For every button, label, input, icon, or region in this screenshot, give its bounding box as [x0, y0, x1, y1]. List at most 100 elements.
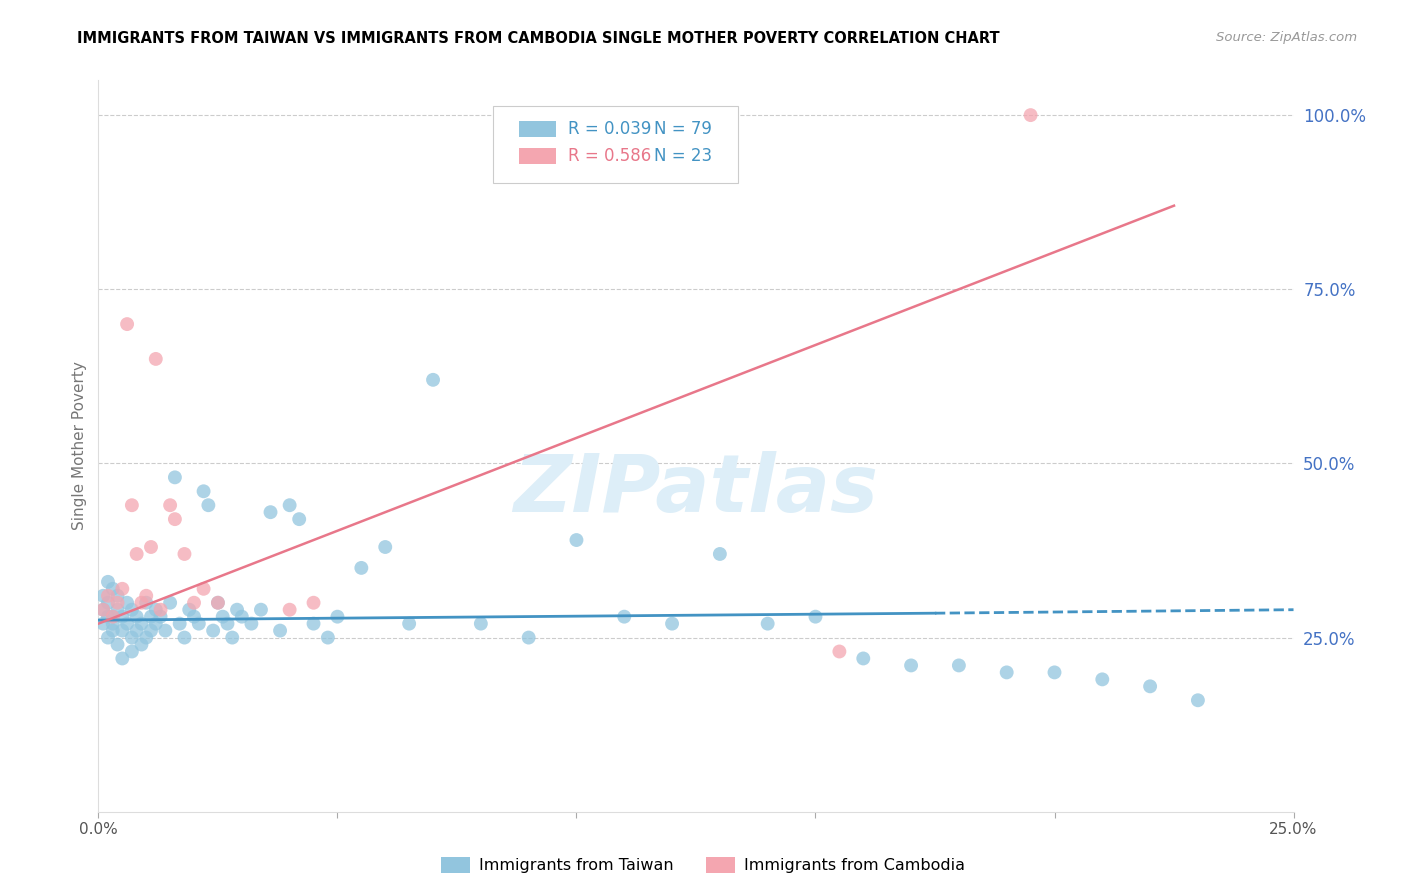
Point: [101, 616, 124, 631]
Point: [135, 589, 157, 603]
Point: [91, 616, 114, 631]
Point: [1091, 673, 1114, 687]
Point: [278, 603, 301, 617]
Point: [240, 616, 263, 631]
Point: [159, 596, 181, 610]
Y-axis label: Single Mother Poverty: Single Mother Poverty: [72, 361, 87, 531]
Point: [217, 616, 239, 631]
Point: [125, 609, 148, 624]
Point: [111, 582, 134, 596]
Point: [107, 638, 129, 652]
Point: [107, 603, 129, 617]
Text: Source: ZipAtlas.com: Source: ZipAtlas.com: [1216, 31, 1357, 45]
Point: [101, 609, 124, 624]
Point: [259, 505, 281, 519]
Point: [155, 624, 177, 638]
FancyBboxPatch shape: [519, 147, 555, 163]
Point: [135, 596, 157, 610]
Point: [159, 498, 181, 512]
Point: [97, 574, 120, 589]
Point: [97, 589, 120, 603]
Point: [145, 603, 167, 617]
Point: [661, 616, 683, 631]
Point: [211, 609, 233, 624]
Point: [398, 616, 420, 631]
Point: [101, 582, 124, 596]
Point: [193, 582, 215, 596]
Text: IMMIGRANTS FROM TAIWAN VS IMMIGRANTS FROM CAMBODIA SINGLE MOTHER POVERTY CORRELA: IMMIGRANTS FROM TAIWAN VS IMMIGRANTS FRO…: [77, 31, 1000, 46]
Point: [169, 616, 191, 631]
Point: [316, 631, 339, 645]
Point: [828, 644, 851, 658]
Point: [101, 624, 124, 638]
Point: [250, 603, 273, 617]
Point: [97, 631, 120, 645]
Point: [121, 603, 143, 617]
Point: [226, 603, 249, 617]
Point: [145, 351, 167, 366]
Point: [91, 589, 114, 603]
Point: [183, 596, 205, 610]
Point: [278, 498, 301, 512]
Point: [221, 631, 243, 645]
Point: [326, 609, 349, 624]
Point: [173, 547, 195, 561]
Point: [709, 547, 731, 561]
Point: [149, 609, 172, 624]
Point: [115, 616, 138, 631]
Point: [111, 624, 134, 638]
Point: [288, 512, 311, 526]
Text: R = 0.039: R = 0.039: [568, 120, 651, 138]
Point: [111, 609, 134, 624]
Point: [517, 631, 540, 645]
Point: [374, 540, 396, 554]
Point: [131, 616, 153, 631]
Point: [1043, 665, 1066, 680]
Point: [125, 624, 148, 638]
Point: [948, 658, 970, 673]
Point: [173, 631, 195, 645]
Point: [302, 616, 325, 631]
Point: [115, 317, 138, 331]
Point: [121, 631, 143, 645]
Point: [107, 596, 129, 610]
Point: [121, 644, 143, 658]
Point: [163, 512, 186, 526]
Point: [131, 596, 153, 610]
Point: [145, 616, 167, 631]
Point: [202, 624, 225, 638]
Point: [97, 596, 120, 610]
Point: [207, 596, 229, 610]
Text: N = 79: N = 79: [654, 120, 711, 138]
Point: [115, 596, 138, 610]
Point: [900, 658, 922, 673]
Point: [995, 665, 1018, 680]
Point: [179, 603, 201, 617]
Point: [149, 603, 172, 617]
Point: [1019, 108, 1042, 122]
Point: [756, 616, 779, 631]
Point: [804, 609, 827, 624]
Point: [350, 561, 373, 575]
Point: [470, 616, 492, 631]
Point: [231, 609, 253, 624]
Point: [101, 609, 124, 624]
Point: [135, 631, 157, 645]
Point: [269, 624, 291, 638]
Point: [139, 609, 162, 624]
FancyBboxPatch shape: [519, 121, 555, 137]
Point: [207, 596, 229, 610]
Point: [613, 609, 636, 624]
Point: [139, 624, 162, 638]
Point: [121, 498, 143, 512]
Legend: Immigrants from Taiwan, Immigrants from Cambodia: Immigrants from Taiwan, Immigrants from …: [434, 850, 972, 880]
Point: [91, 603, 114, 617]
Point: [97, 609, 120, 624]
Point: [193, 484, 215, 499]
Point: [107, 589, 129, 603]
Text: R = 0.586: R = 0.586: [568, 146, 651, 165]
FancyBboxPatch shape: [494, 106, 738, 183]
Text: ZIPatlas: ZIPatlas: [513, 450, 879, 529]
Point: [1187, 693, 1209, 707]
Point: [565, 533, 588, 547]
